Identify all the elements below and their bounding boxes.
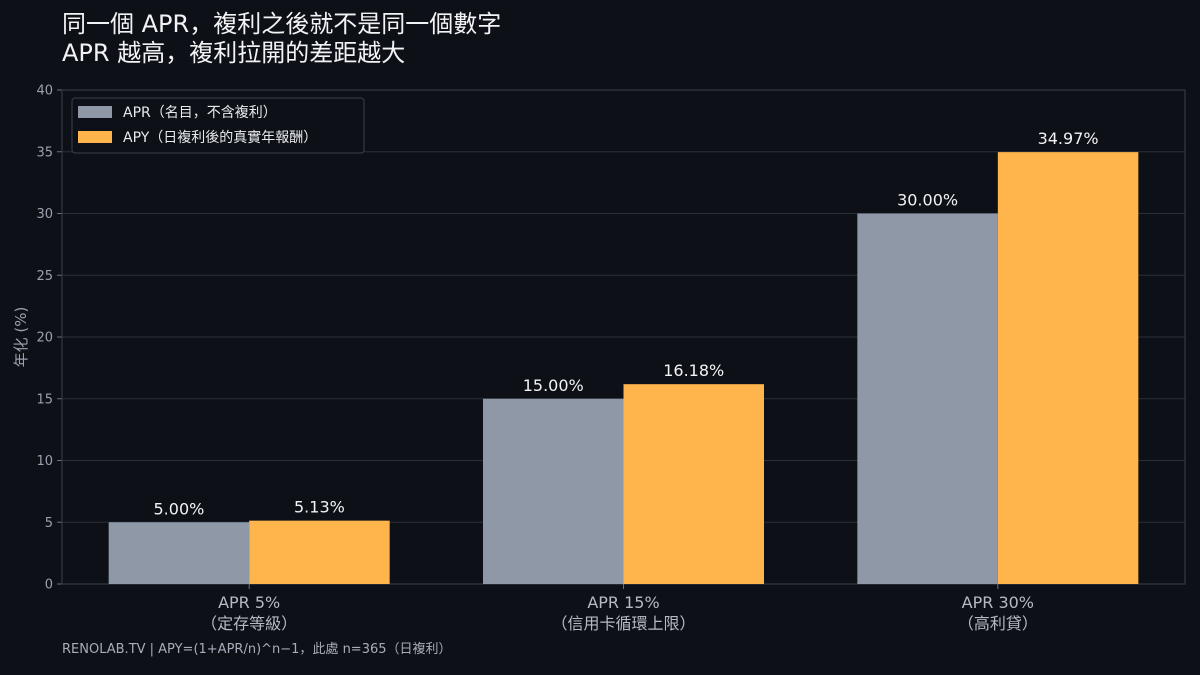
x-category-label: （信用卡循環上限） [551, 614, 695, 633]
x-category-label: APR 15% [587, 593, 659, 612]
bar-apy [623, 384, 764, 584]
y-tick-label: 25 [36, 269, 53, 284]
y-tick-label: 15 [36, 392, 53, 407]
y-tick-label: 0 [45, 578, 53, 593]
legend-swatch-apy [78, 131, 112, 143]
bar-value-label: 16.18% [663, 361, 724, 380]
x-category-label: APR 30% [962, 593, 1034, 612]
bar-value-label: 34.97% [1038, 129, 1099, 148]
bar-value-label: 5.00% [154, 499, 205, 518]
bar-apr [108, 522, 250, 584]
y-tick-label: 30 [36, 207, 53, 222]
legend-box [71, 97, 365, 154]
title-line-2: APR 越高，複利拉開的差距越大 [62, 39, 406, 67]
y-tick-label: 5 [45, 516, 53, 531]
legend-entry-label: APY（日複利後的真實年報酬） [123, 129, 317, 146]
y-tick-label: 10 [36, 454, 53, 469]
bar-value-label: 5.13% [294, 498, 345, 517]
bar-apy [997, 152, 1139, 585]
y-axis-title: 年化 (%) [12, 307, 30, 368]
bar-apr [857, 213, 998, 584]
legend-entry-label: APR（名目，不含複利） [123, 104, 277, 121]
footer-note: RENOLAB.TV | APY=(1+APR/n)^n−1，此處 n=365（… [62, 642, 452, 657]
legend: APR（名目，不含複利） APY（日複利後的真實年報酬） [71, 97, 365, 154]
legend-swatch-apr [78, 106, 112, 118]
y-tick-label: 40 [36, 84, 53, 99]
bar-apy [249, 520, 390, 584]
y-tick-label: 35 [36, 145, 53, 160]
title-line-1: 同一個 APR，複利之後就不是同一個數字 [62, 10, 502, 38]
x-category-label: APR 5% [218, 593, 280, 612]
bar-value-label: 30.00% [897, 191, 958, 210]
y-tick-label: 20 [36, 331, 53, 346]
bar-value-label: 15.00% [523, 376, 584, 395]
bar-apr [483, 398, 624, 584]
x-category-label: （定存等級） [201, 614, 297, 633]
x-category-label: （高利貸） [958, 614, 1038, 633]
chart-title: 同一個 APR，複利之後就不是同一個數字 APR 越高，複利拉開的差距越大 [62, 10, 501, 68]
